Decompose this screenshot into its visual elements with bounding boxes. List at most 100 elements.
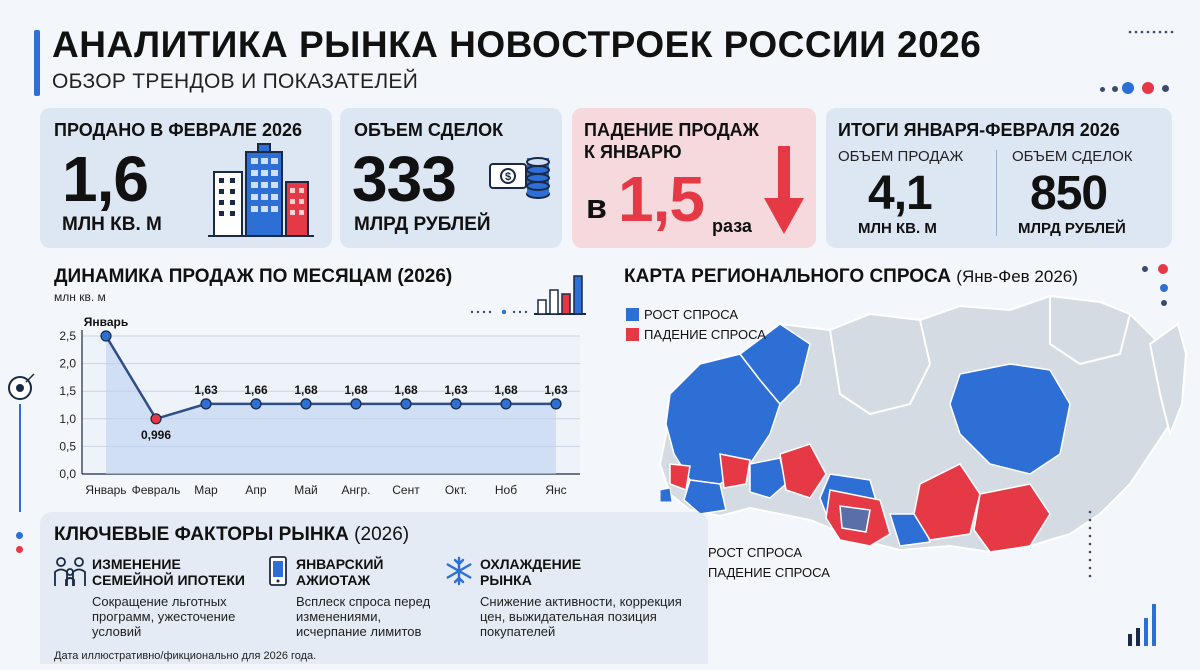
decor-bars-icon bbox=[1128, 604, 1156, 646]
kpi-totals-deals-value: 850 bbox=[1030, 167, 1108, 220]
chart-data-label: 0,996 bbox=[141, 428, 171, 442]
kpi-totals-divider bbox=[996, 150, 997, 236]
svg-text:$: $ bbox=[505, 171, 511, 183]
chart-x-tick-label: Янс bbox=[545, 483, 566, 497]
chart-point bbox=[550, 398, 562, 410]
map-region-growth bbox=[665, 353, 781, 485]
kpi-drop-value: 1,5 bbox=[618, 163, 705, 235]
map-region-mixed bbox=[839, 505, 871, 533]
chart-point bbox=[100, 330, 112, 342]
map-title-suffix: (Янв-Фев 2026) bbox=[956, 267, 1078, 286]
map-legend-drop-swatch bbox=[626, 328, 639, 341]
footnote: Дата иллюстративно/фикционально для 2026… bbox=[54, 650, 317, 662]
kpi-drop-label-2: К ЯНВАРЮ bbox=[584, 142, 682, 162]
kpi-drop-suffix: раза bbox=[712, 216, 752, 236]
kpi-sold-value: 1,6 bbox=[62, 143, 149, 215]
chart-data-label: 1,63 bbox=[444, 383, 468, 397]
kpi-card-drop: ПАДЕНИЕ ПРОДАЖ К ЯНВАРЮ в 1,5 раза bbox=[572, 108, 816, 248]
map-kamchatka bbox=[1148, 322, 1188, 438]
decor-dot bbox=[1142, 266, 1148, 272]
chart-series-line bbox=[104, 335, 556, 421]
chart-data-label: 1,68 bbox=[344, 383, 368, 397]
chart-y-tick-label: 0,0 bbox=[59, 467, 76, 481]
decor-vertical-line bbox=[19, 404, 21, 512]
kpi-card-deals: ОБЪЕМ СДЕЛОК 333 МЛРД РУБЛЕЙ $ bbox=[340, 108, 562, 248]
chart-y-tick-label: 2,0 bbox=[59, 357, 76, 371]
target-icon bbox=[8, 373, 35, 400]
phone-icon bbox=[269, 556, 287, 586]
chart-x-tick-label: Ангр. bbox=[341, 483, 370, 497]
map-legend2-growth-label: РОСТ СПРОСА bbox=[708, 545, 803, 560]
chart-x-tick-label: Апр bbox=[245, 483, 267, 497]
decor-dot bbox=[1142, 82, 1154, 94]
factors-title: КЛЮЧЕВЫЕ ФАКТОРЫ РЫНКА (2026) bbox=[54, 524, 409, 546]
chart-x-tick-label: Ноб bbox=[495, 483, 517, 497]
chart-data-label: 1,68 bbox=[394, 383, 418, 397]
chart-x-tick-label: Февраль bbox=[132, 483, 181, 497]
map-region-grey bbox=[828, 312, 932, 416]
chart-data-label: 1,66 bbox=[244, 383, 268, 397]
page-title: АНАЛИТИКА РЫНКА НОВОСТРОЕК РОССИИ 2026 bbox=[52, 24, 982, 65]
factors-panel bbox=[40, 512, 708, 664]
map-region-growth bbox=[683, 479, 727, 515]
kpi-card-totals: ИТОГИ ЯНВАРЯ-ФЕВРАЛЯ 2026 ОБЪЕМ ПРОДАЖ 4… bbox=[826, 108, 1172, 248]
decor-dot bbox=[1100, 87, 1105, 92]
dotted-lines-icon bbox=[1128, 30, 1174, 34]
decor-dotted-line bbox=[470, 309, 528, 315]
chart-point bbox=[450, 398, 462, 410]
map-title-main: КАРТА РЕГИОНАЛЬНОГО СПРОСА bbox=[624, 266, 951, 287]
kpi-drop-prefix: в bbox=[586, 188, 607, 226]
chart-section-title: ДИНАМИКА ПРОДАЖ ПО МЕСЯЦАМ (2026) bbox=[54, 266, 453, 287]
chart-point bbox=[300, 398, 312, 410]
chart-ylabel: млн кв. м bbox=[54, 290, 106, 304]
family-icon bbox=[54, 557, 86, 586]
chart-data-label: 1,68 bbox=[294, 383, 318, 397]
chart-y-tick-label: 1,5 bbox=[59, 384, 76, 398]
chart-point bbox=[200, 398, 212, 410]
map-region-growth bbox=[949, 363, 1071, 475]
chart-x-tick-label: Окт. bbox=[445, 483, 467, 497]
chart-data-label: 1,68 bbox=[494, 383, 518, 397]
map-legend2-drop-label: ПАДЕНИЕ СПРОСА bbox=[708, 565, 830, 580]
chart-y-tick-label: 0,5 bbox=[59, 439, 76, 453]
map-legend-growth-swatch bbox=[626, 308, 639, 321]
factor-1-title-1: ИЗМЕНЕНИЕ bbox=[92, 556, 181, 572]
map-region-growth bbox=[749, 457, 787, 499]
decor-dot bbox=[1112, 86, 1118, 92]
map-region-drop bbox=[913, 463, 981, 541]
map-region-grey bbox=[1049, 294, 1132, 366]
decor-dot bbox=[1122, 82, 1134, 94]
chart-x-tick-label: Май bbox=[294, 483, 318, 497]
chart-y-tick-label: 1,0 bbox=[59, 412, 76, 426]
chart-point bbox=[250, 398, 262, 410]
chart-data-label: 1,63 bbox=[544, 383, 568, 397]
decor-dots-bottom bbox=[1088, 510, 1092, 578]
chart-point bbox=[500, 398, 512, 410]
kpi-totals-sales-unit: МЛН КВ. М bbox=[858, 220, 937, 237]
kpi-drop-label-1: ПАДЕНИЕ ПРОДАЖ bbox=[584, 120, 759, 140]
chart-data-label: Январь bbox=[84, 315, 128, 329]
kpi-card-sold: ПРОДАНО В ФЕВРАЛЕ 2026 1,6 МЛН КВ. М bbox=[40, 108, 332, 248]
chart-data-label: 1,63 bbox=[194, 383, 218, 397]
snowflake-icon bbox=[446, 556, 472, 586]
map-region-growth bbox=[738, 323, 811, 406]
decor-dot bbox=[1160, 284, 1168, 292]
factor-1-text: Сокращение льготных программ, ужесточени… bbox=[92, 594, 236, 639]
chart-x-tick-label: Мар bbox=[194, 483, 218, 497]
factor-3-title-1: ОХЛАЖДЕНИЕ bbox=[480, 556, 582, 572]
chart-y-tick-label: 2,5 bbox=[59, 329, 76, 343]
factors-title-main: КЛЮЧЕВЫЕ ФАКТОРЫ РЫНКА bbox=[54, 524, 349, 545]
russia-demand-map bbox=[658, 294, 1188, 554]
factor-1-title-2: СЕМЕЙНОЙ ИПОТЕКИ bbox=[92, 572, 245, 588]
factor-2-title-1: ЯНВАРСКИЙ bbox=[296, 556, 384, 572]
decor-dot bbox=[16, 532, 23, 539]
map-region-drop bbox=[779, 443, 827, 499]
decor-dot bbox=[16, 546, 23, 553]
map-legend-drop-label: ПАДЕНИЕ СПРОСА bbox=[644, 327, 766, 342]
map-region-drop bbox=[719, 453, 751, 489]
factor-2-title-2: АЖИОТАЖ bbox=[296, 572, 371, 588]
factor-3-title-2: РЫНКА bbox=[480, 572, 532, 588]
chart-point bbox=[150, 413, 162, 425]
kpi-deals-label: ОБЪЕМ СДЕЛОК bbox=[354, 120, 504, 140]
down-arrow-icon bbox=[764, 146, 804, 234]
